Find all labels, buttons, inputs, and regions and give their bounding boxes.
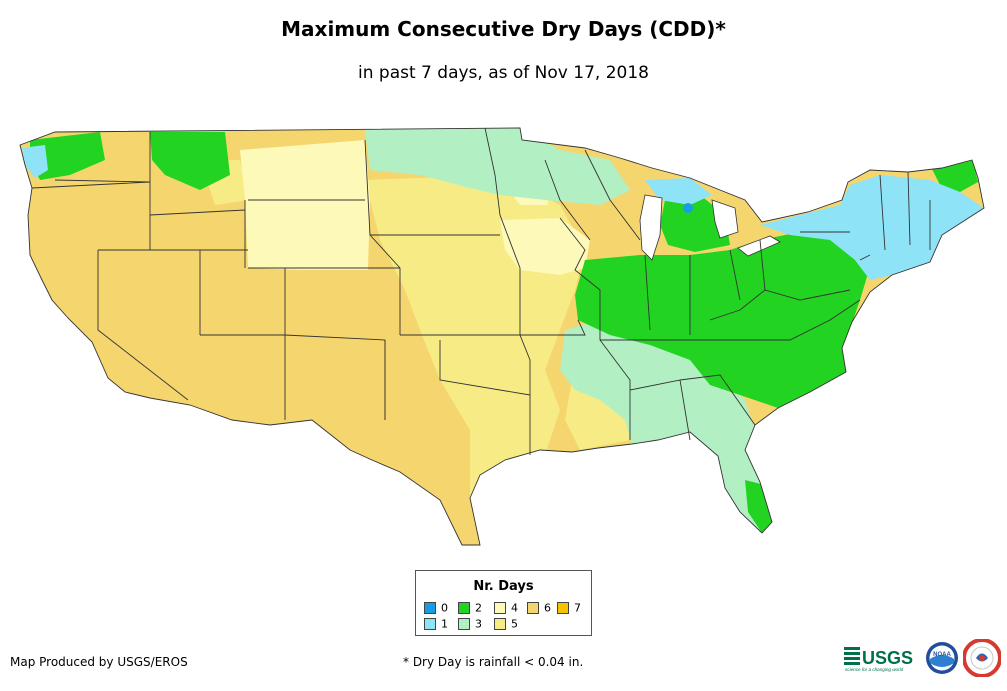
usgs-logo: USGS science for a changing world bbox=[844, 647, 913, 672]
legend-item-7: 7 bbox=[557, 601, 581, 615]
legend-label-6: 6 bbox=[544, 601, 551, 615]
legend-swatch-2 bbox=[458, 602, 470, 614]
legend-swatch-6 bbox=[527, 602, 539, 614]
legend: Nr. Days 0 1 2 3 4 5 6 7 bbox=[415, 570, 592, 636]
legend-label-3: 3 bbox=[475, 617, 482, 631]
legend-label-5: 5 bbox=[511, 617, 518, 631]
usgs-logo-text: USGS bbox=[862, 648, 913, 668]
map-title: Maximum Consecutive Dry Days (CDD)* bbox=[281, 17, 726, 41]
legend-title: Nr. Days bbox=[473, 579, 534, 594]
legend-swatch-7 bbox=[557, 602, 569, 614]
region-zero-days-spot bbox=[683, 203, 693, 213]
legend-item-2: 2 bbox=[458, 601, 482, 615]
map-credit: Map Produced by USGS/EROS bbox=[10, 655, 188, 669]
legend-swatch-3 bbox=[458, 618, 470, 630]
legend-swatch-0 bbox=[424, 602, 436, 614]
legend-item-4: 4 bbox=[494, 601, 518, 615]
noaa-logo-text: NOAA bbox=[933, 652, 951, 658]
usgs-tagline: science for a changing world bbox=[845, 667, 904, 672]
legend-label-7: 7 bbox=[574, 601, 581, 615]
noaa-logo: NOAA bbox=[926, 642, 958, 674]
legend-swatch-4 bbox=[494, 602, 506, 614]
legend-item-5: 5 bbox=[494, 617, 518, 631]
legend-label-2: 2 bbox=[475, 601, 482, 615]
nws-logo bbox=[963, 639, 1001, 677]
legend-label-1: 1 bbox=[441, 617, 448, 631]
region-two-days-florida bbox=[745, 480, 772, 533]
region-two-days-idaho-panhandle bbox=[150, 132, 230, 190]
region-one-day-washington bbox=[22, 145, 48, 178]
legend-item-1: 1 bbox=[424, 617, 448, 631]
map-subtitle: in past 7 days, as of Nov 17, 2018 bbox=[358, 63, 649, 83]
region-four-days-iowa bbox=[500, 218, 590, 275]
great-lake-huron bbox=[711, 199, 739, 239]
region-two-days-michigan bbox=[660, 195, 730, 252]
state-borders bbox=[19, 127, 985, 546]
legend-label-4: 4 bbox=[511, 601, 518, 615]
legend-swatch-5 bbox=[494, 618, 506, 630]
legend-item-0: 0 bbox=[424, 601, 448, 615]
great-lake-michigan bbox=[639, 194, 663, 261]
region-one-day-northeast bbox=[760, 175, 984, 280]
region-three-days-dakotas bbox=[365, 128, 630, 205]
legend-item-3: 3 bbox=[458, 617, 482, 631]
legend-item-6: 6 bbox=[527, 601, 551, 615]
region-two-days-northwest bbox=[30, 132, 105, 180]
legend-swatch-1 bbox=[424, 618, 436, 630]
region-two-days-ohio-valley bbox=[575, 232, 872, 408]
region-four-days-wyoming bbox=[240, 140, 370, 270]
dry-day-footnote: * Dry Day is rainfall < 0.04 in. bbox=[403, 655, 584, 669]
region-three-days-southeast bbox=[560, 320, 772, 533]
legend-label-0: 0 bbox=[441, 601, 448, 615]
great-lake-erie bbox=[737, 235, 781, 257]
